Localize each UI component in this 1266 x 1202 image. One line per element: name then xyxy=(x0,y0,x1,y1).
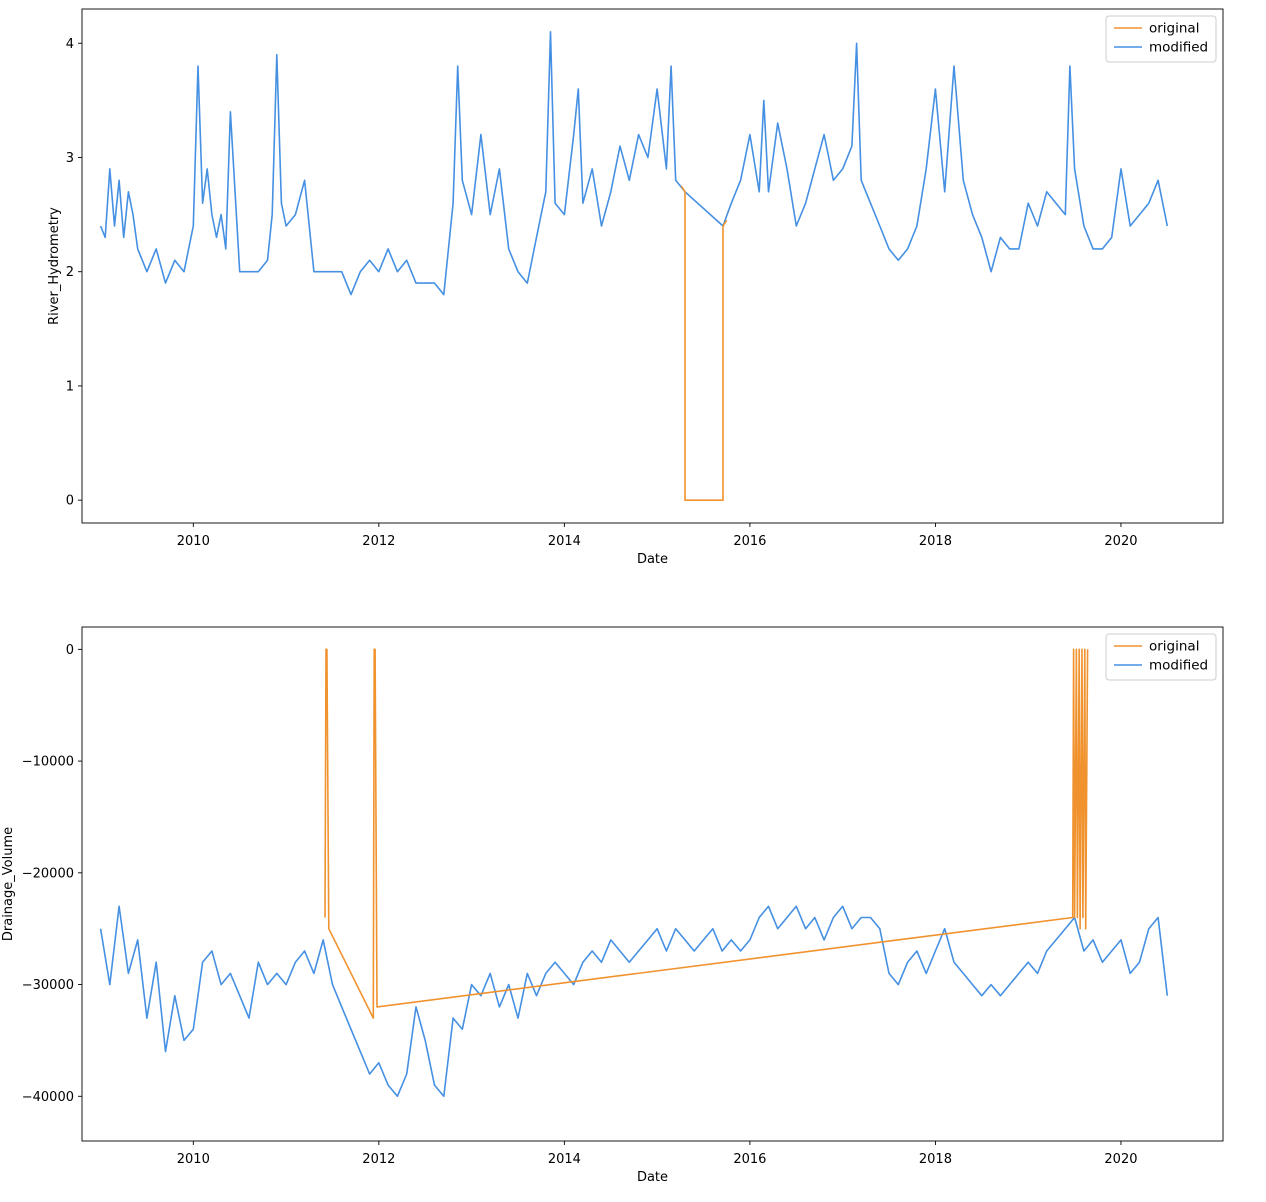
y-axis-label: Drainage_Volume xyxy=(1,827,16,941)
x-tick-label: 2010 xyxy=(177,1152,210,1167)
x-axis-label: Date xyxy=(637,1170,668,1185)
y-tick-label: 1 xyxy=(66,379,74,394)
plot-frame xyxy=(81,8,1224,524)
x-tick-label: 2016 xyxy=(733,1152,766,1167)
y-tick-label: −20000 xyxy=(22,866,74,881)
plot-frame xyxy=(81,626,1224,1142)
y-tick-label: −30000 xyxy=(22,978,74,993)
y-tick-label: 4 xyxy=(66,37,74,52)
legend: original modified xyxy=(1105,15,1217,63)
y-axis-label: River_Hydrometry xyxy=(47,207,62,325)
x-axis-label: Date xyxy=(637,552,668,567)
y-tick-label: 0 xyxy=(66,643,74,658)
chart-panel-1: 2010 2012 2014 2016 2018 2020 0 1 2 3 4 Date River_H… xyxy=(47,8,1224,567)
x-tick-label: 2016 xyxy=(733,534,766,549)
x-tick-label: 2014 xyxy=(548,534,581,549)
y-tick-label: 0 xyxy=(66,494,74,509)
y-tick-label: 3 xyxy=(66,151,74,166)
x-tick-label: 2012 xyxy=(362,534,395,549)
series-line-original xyxy=(680,185,728,502)
legend-label-original: original xyxy=(1149,639,1199,655)
x-tick-label: 2010 xyxy=(177,534,210,549)
legend-label-modified: modified xyxy=(1149,40,1208,56)
x-tick-label: 2018 xyxy=(919,1152,952,1167)
series-line-modified xyxy=(99,905,1169,1098)
y-tick-label: 2 xyxy=(66,265,74,280)
y-tick-label: −40000 xyxy=(22,1090,74,1105)
x-tick-label: 2020 xyxy=(1104,1152,1137,1167)
legend: original modified xyxy=(1105,633,1217,681)
series-line-modified xyxy=(99,30,1169,296)
x-tick-label: 2012 xyxy=(362,1152,395,1167)
legend-label-modified: modified xyxy=(1149,658,1208,674)
series-line-original xyxy=(324,648,1089,1019)
x-tick-label: 2020 xyxy=(1104,534,1137,549)
y-tick-label: −10000 xyxy=(22,755,74,770)
x-tick-label: 2014 xyxy=(548,1152,581,1167)
x-tick-label: 2018 xyxy=(919,534,952,549)
legend-label-original: original xyxy=(1149,21,1199,37)
chart-panel-2: 2010 2012 2014 2016 2018 2020 0 −10000 −20000 −30… xyxy=(1,626,1224,1185)
